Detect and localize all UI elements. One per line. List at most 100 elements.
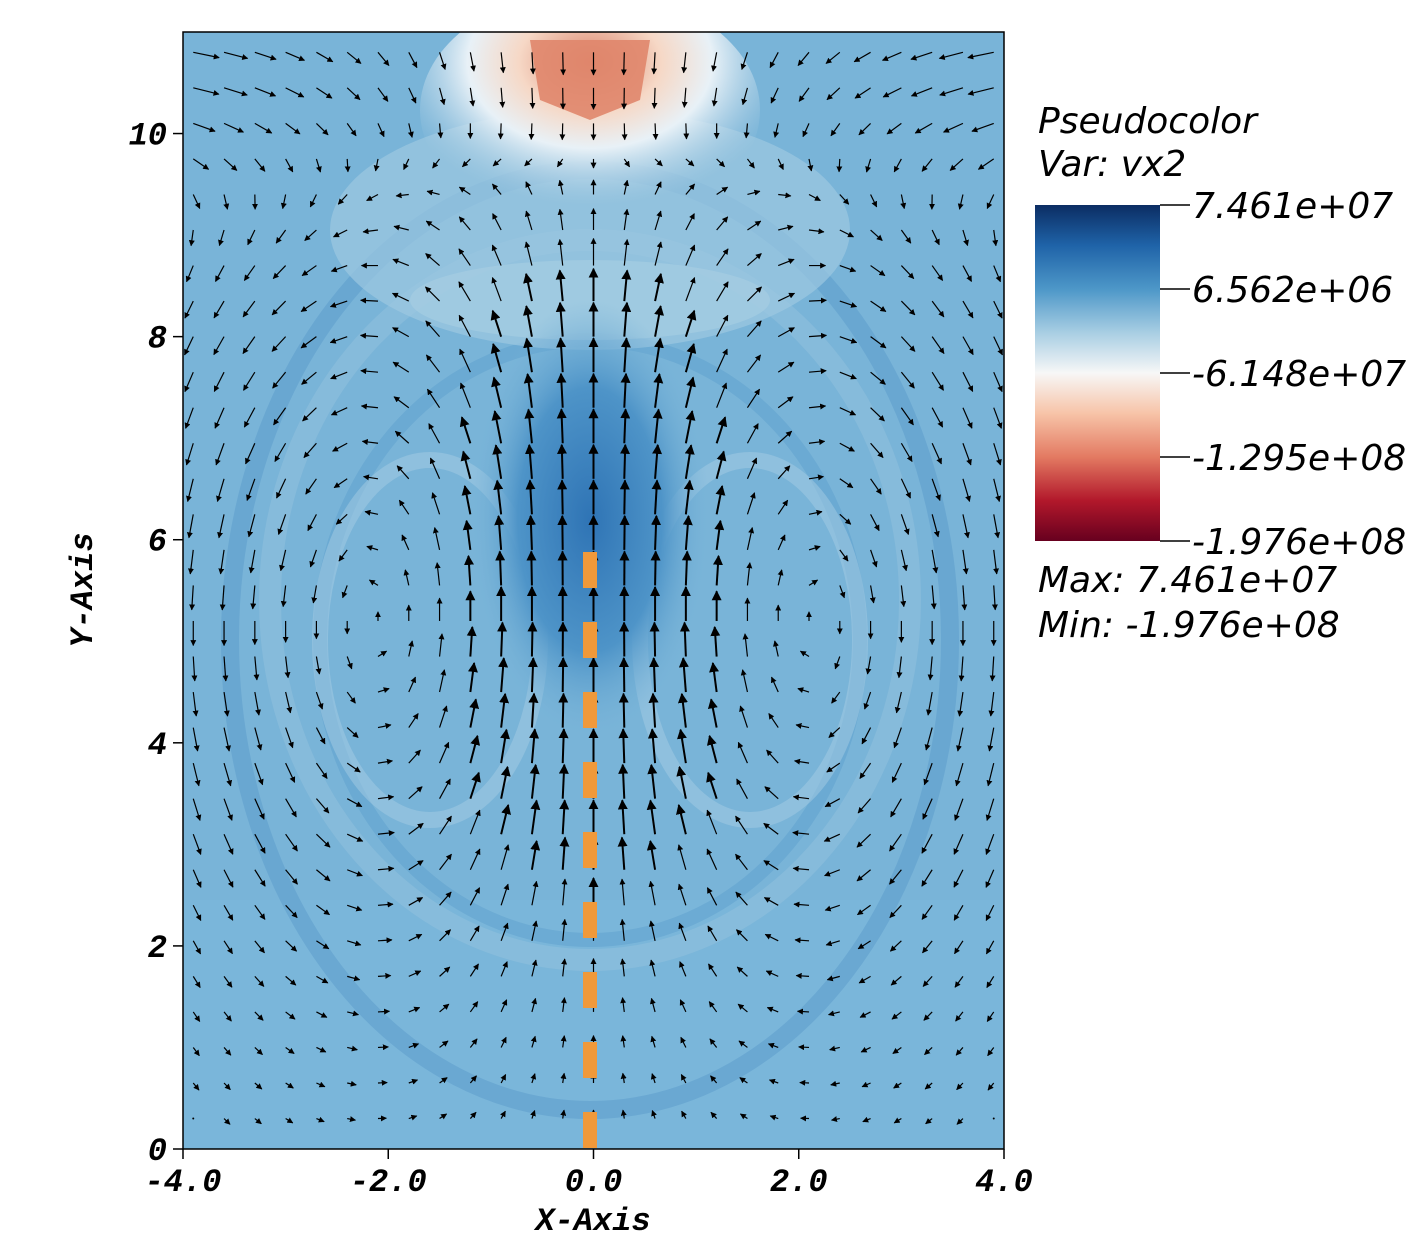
- vector-glyph: [303, 442, 317, 459]
- vector-glyph: [363, 474, 379, 481]
- vector-glyph: [315, 122, 329, 136]
- vector-glyph: [862, 1116, 871, 1123]
- vector-glyph: [469, 925, 480, 942]
- vector-glyph: [931, 265, 944, 281]
- vector-glyph: [277, 514, 287, 536]
- vector-glyph: [393, 396, 410, 409]
- vector-glyph: [985, 798, 995, 821]
- vector-glyph: [623, 158, 631, 168]
- vector-glyph: [527, 657, 538, 693]
- vector-glyph: [949, 158, 964, 171]
- vector-glyph: [826, 762, 841, 773]
- vector-glyph: [524, 443, 535, 479]
- vector-glyph: [254, 1118, 262, 1125]
- vector-glyph: [798, 1044, 810, 1051]
- vector-glyph: [685, 158, 695, 167]
- vector-glyph: [377, 972, 392, 979]
- vector-glyph: [408, 860, 424, 871]
- vector-glyph: [493, 479, 504, 515]
- vector-glyph: [828, 727, 841, 738]
- vector-glyph: [500, 728, 511, 764]
- vector-glyph: [649, 959, 656, 977]
- vector-glyph: [931, 407, 944, 428]
- vector-glyph: [777, 292, 796, 302]
- vector-glyph: [285, 762, 296, 783]
- vector-glyph: [344, 158, 351, 173]
- vector-glyph: [469, 734, 481, 764]
- vector-glyph: [439, 966, 451, 977]
- vector-glyph: [425, 286, 440, 302]
- vector-glyph: [330, 264, 348, 273]
- vector-glyph: [346, 656, 353, 670]
- vector-glyph: [223, 87, 248, 97]
- vector-glyph: [865, 656, 872, 675]
- vector-glyph: [408, 713, 419, 728]
- vector-glyph: [709, 1038, 718, 1048]
- vector-glyph: [650, 550, 661, 586]
- vector-glyph: [957, 691, 964, 717]
- vector-glyph: [529, 87, 536, 109]
- vector-glyph: [432, 527, 441, 551]
- vector-glyph: [499, 87, 506, 108]
- vector-glyph: [894, 691, 902, 714]
- vector-glyph: [676, 728, 687, 764]
- vector-glyph: [954, 762, 964, 787]
- vector-glyph: [222, 656, 229, 682]
- vector-glyph: [439, 853, 452, 871]
- vector-glyph: [993, 300, 1003, 319]
- vector-glyph: [993, 336, 1003, 356]
- vector-glyph: [793, 901, 810, 908]
- vector-glyph: [716, 158, 725, 168]
- vector-glyph: [943, 122, 964, 133]
- vector-glyph: [439, 741, 450, 764]
- vector-glyph: [305, 478, 317, 495]
- vector-glyph: [961, 585, 968, 611]
- vector-glyph: [921, 158, 933, 172]
- vector-glyph: [192, 798, 202, 821]
- vector-glyph: [620, 1109, 627, 1119]
- vector-glyph: [985, 940, 995, 955]
- vector-glyph: [497, 621, 508, 657]
- vector-glyph: [680, 1036, 687, 1048]
- vector-glyph: [824, 904, 840, 912]
- vector-glyph: [215, 443, 225, 466]
- vector-glyph: [346, 727, 359, 738]
- vector-glyph: [425, 220, 440, 231]
- vector-glyph: [185, 265, 194, 283]
- vector-glyph: [839, 585, 846, 599]
- vector-glyph: [679, 961, 687, 977]
- vector-glyph: [377, 865, 395, 872]
- vector-glyph: [808, 228, 825, 235]
- vector-glyph: [931, 300, 945, 318]
- vector-glyph: [500, 844, 510, 870]
- vector-glyph: [712, 554, 723, 586]
- vector-glyph: [392, 361, 410, 373]
- vector-glyph: [678, 922, 687, 942]
- vector-glyph: [777, 499, 789, 515]
- vector-glyph: [830, 123, 841, 137]
- vector-glyph: [347, 975, 361, 982]
- vector-glyph: [254, 833, 266, 854]
- vector-glyph: [377, 87, 389, 102]
- vector-glyph: [777, 465, 791, 480]
- vector-glyph: [900, 514, 910, 536]
- vector-glyph: [285, 833, 298, 852]
- legend: Pseudocolor Var: vx2 7.461e+07 6.562e+06 -…: [1035, 101, 1406, 646]
- vector-glyph: [223, 691, 230, 717]
- y-axis-title: Y-Axis: [65, 532, 102, 647]
- vector-glyph: [890, 798, 902, 818]
- vector-glyph: [217, 514, 225, 539]
- vector-glyph: [469, 963, 479, 977]
- vector-glyph: [922, 975, 933, 987]
- vector-glyph: [620, 408, 631, 444]
- vector-glyph: [807, 158, 814, 172]
- vector-glyph: [527, 621, 538, 657]
- vector-glyph: [839, 264, 857, 273]
- vector-glyph: [347, 1080, 357, 1087]
- vector-glyph: [377, 1008, 391, 1015]
- vector-glyph: [523, 272, 533, 302]
- vector-glyph: [931, 443, 942, 465]
- vector-glyph: [621, 269, 632, 302]
- vector-glyph: [677, 883, 687, 906]
- vector-glyph: [223, 122, 244, 133]
